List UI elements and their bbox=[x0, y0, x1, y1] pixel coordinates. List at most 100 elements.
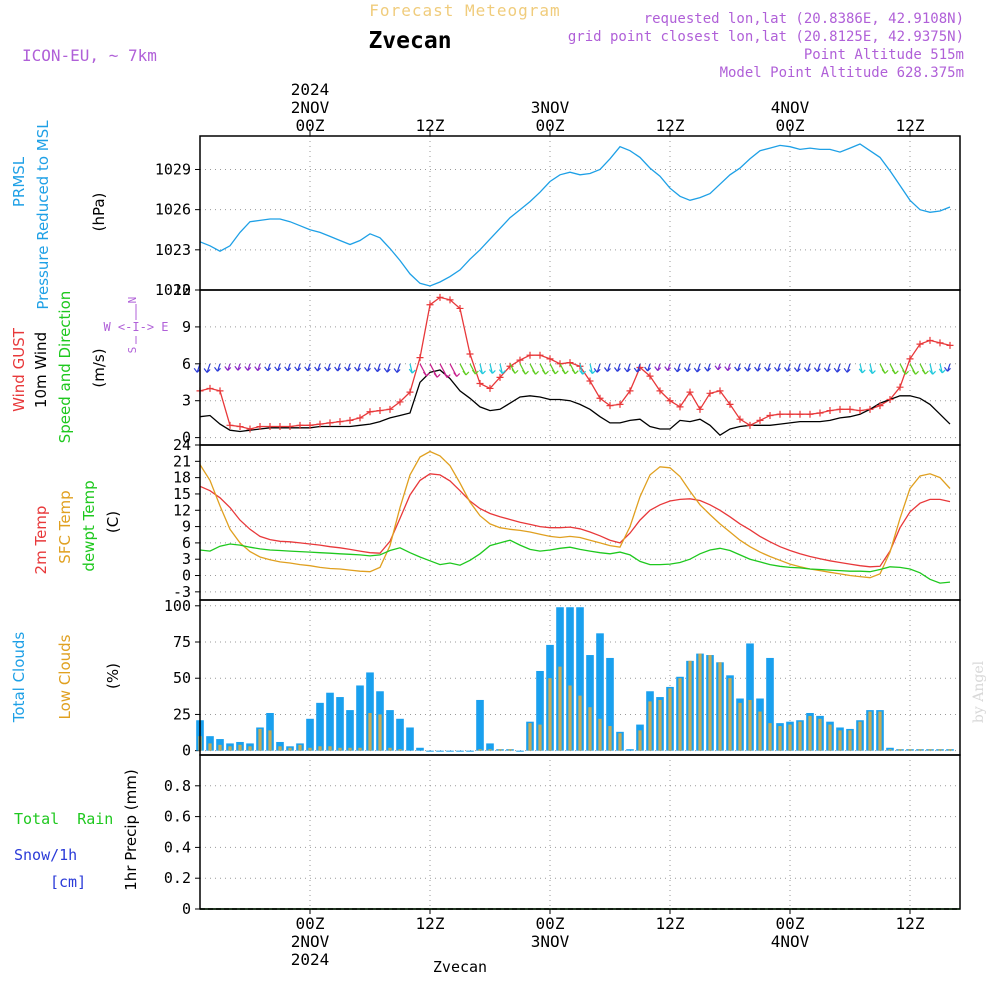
wind-barb-head bbox=[373, 367, 381, 373]
series-line-gust bbox=[199, 296, 951, 430]
label-speed-direction: Speed and Direction bbox=[56, 291, 74, 444]
bar-total-clouds bbox=[356, 685, 364, 751]
wind-barb-head bbox=[294, 366, 302, 372]
bar-total-clouds bbox=[306, 718, 314, 751]
bar-low-clouds bbox=[218, 744, 222, 751]
wind-barb-head bbox=[443, 373, 451, 379]
gust-marker bbox=[296, 421, 304, 429]
wind-barb-head bbox=[579, 369, 587, 375]
wind-barb-head bbox=[902, 369, 909, 375]
wind-barb-head bbox=[274, 366, 282, 372]
y-tick-label: -3 bbox=[173, 583, 191, 601]
panel-precip: 0 0.2 0.4 0.6 0.8 bbox=[164, 754, 961, 918]
bar-low-clouds bbox=[258, 728, 262, 751]
y-tick-label: 0 bbox=[182, 742, 191, 760]
gust-marker bbox=[846, 405, 854, 413]
bar-low-clouds bbox=[318, 746, 322, 751]
wind-barb bbox=[869, 363, 873, 374]
gust-marker bbox=[416, 354, 424, 362]
bar-low-clouds bbox=[908, 749, 912, 751]
info-gridpoint: grid point closest lon,lat (20.8125E, 42… bbox=[568, 29, 964, 45]
bar-low-clouds bbox=[618, 733, 622, 751]
wind-barb-head bbox=[654, 366, 662, 372]
wind-barb bbox=[676, 363, 681, 373]
y-tick-label: 3 bbox=[182, 550, 191, 568]
bar-total-clouds bbox=[466, 750, 474, 752]
label-pressure-unit: (hPa) bbox=[90, 193, 108, 232]
label-low-clouds: Low Clouds bbox=[56, 634, 74, 719]
gust-marker bbox=[526, 351, 534, 359]
wind-barb-head bbox=[823, 367, 831, 373]
wind-barb-head bbox=[344, 366, 352, 372]
y-tick-label: 0 bbox=[182, 900, 191, 918]
wind-barb-head bbox=[803, 367, 811, 373]
bar-total-clouds bbox=[746, 643, 754, 751]
bar-total-clouds bbox=[566, 607, 574, 751]
wind-barb-head bbox=[664, 366, 672, 372]
time-label-top: 12Z bbox=[416, 116, 445, 135]
bar-low-clouds bbox=[298, 744, 302, 751]
compass-ew: W <-I-> E bbox=[103, 320, 168, 334]
wind-barb-head bbox=[673, 367, 681, 373]
gust-marker bbox=[776, 410, 784, 418]
wind-barb bbox=[396, 363, 401, 373]
wind-barb-head bbox=[244, 366, 252, 371]
time-label-top: 00Z bbox=[536, 116, 565, 135]
watermark: by Angel bbox=[971, 660, 987, 723]
wind-barb bbox=[589, 363, 593, 374]
wind-barb-head bbox=[479, 369, 486, 375]
y-tick-label: 21 bbox=[173, 452, 191, 470]
bar-total-clouds bbox=[456, 750, 464, 752]
time-label-bottom: 12Z bbox=[416, 914, 445, 933]
bar-low-clouds bbox=[838, 730, 842, 751]
wind-barb-head bbox=[203, 368, 211, 373]
series-line-2m-temp bbox=[199, 473, 951, 568]
gust-marker bbox=[696, 405, 704, 413]
wind-barb-head bbox=[304, 366, 312, 372]
gust-marker bbox=[646, 372, 654, 380]
wind-barb-head bbox=[551, 369, 559, 375]
bar-total-clouds bbox=[476, 699, 484, 751]
bar-low-clouds bbox=[478, 749, 482, 751]
wind-barb-head bbox=[929, 369, 937, 375]
bar-low-clouds bbox=[648, 701, 652, 751]
gust-marker bbox=[446, 296, 454, 304]
bar-low-clouds bbox=[358, 747, 362, 751]
wind-barb bbox=[696, 363, 701, 373]
y-tick-label: 12 bbox=[173, 281, 191, 299]
gust-marker bbox=[706, 389, 714, 397]
gust-marker bbox=[316, 420, 324, 428]
bar-low-clouds bbox=[758, 711, 762, 751]
footer-location: Zvecan bbox=[433, 958, 487, 976]
bar-total-clouds bbox=[346, 710, 354, 751]
gust-marker bbox=[286, 423, 294, 431]
bar-low-clouds bbox=[948, 749, 952, 751]
bar-low-clouds bbox=[488, 749, 492, 751]
wind-barb-head bbox=[774, 366, 781, 372]
y-tick-label: 0.2 bbox=[164, 869, 191, 887]
y-tick-label: 6 bbox=[182, 534, 191, 552]
label-wind-gust: Wind GUST bbox=[10, 327, 28, 412]
bar-low-clouds bbox=[528, 723, 532, 751]
wind-barb bbox=[806, 363, 811, 372]
gust-marker bbox=[366, 408, 374, 416]
gust-marker bbox=[486, 384, 494, 392]
series-line-pressure bbox=[199, 143, 951, 287]
label-snow: Snow/1h bbox=[14, 846, 77, 864]
wind-barb bbox=[206, 363, 211, 373]
bar-low-clouds bbox=[548, 678, 552, 751]
wind-barb bbox=[786, 363, 791, 372]
gust-marker bbox=[656, 387, 664, 395]
bar-total-clouds bbox=[436, 750, 444, 752]
label-dewpt-temp: dewpt Temp bbox=[80, 480, 98, 571]
gust-marker bbox=[916, 340, 924, 348]
bar-total-clouds bbox=[766, 657, 774, 751]
wind-barb bbox=[616, 363, 621, 372]
wind-barb-head bbox=[264, 366, 272, 372]
wind-barb-head bbox=[704, 366, 711, 372]
wind-barb-head bbox=[734, 366, 742, 372]
gust-marker bbox=[376, 407, 384, 415]
bar-total-clouds bbox=[586, 655, 594, 751]
wind-barb-head bbox=[393, 368, 401, 373]
y-tick-label: 25 bbox=[173, 705, 191, 723]
